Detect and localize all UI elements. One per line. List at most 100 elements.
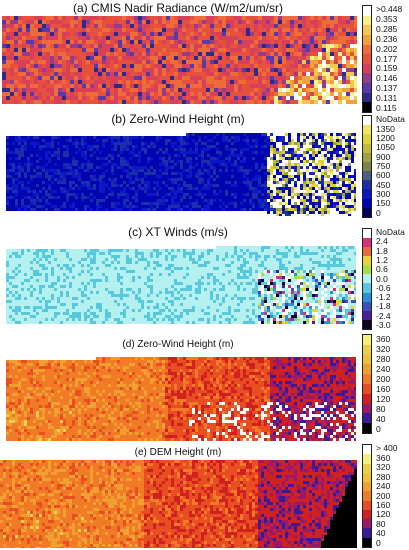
colorbar-segment [363, 265, 371, 275]
colorbar-segment [363, 238, 371, 248]
colorbar-label: 80 [376, 403, 386, 414]
colorbar-segment [363, 423, 371, 433]
colorbar-label: 200 [376, 490, 391, 501]
colorbar-segment [363, 171, 371, 181]
colorbar-label: 40 [376, 413, 386, 424]
colorbar-label: 320 [376, 462, 391, 473]
panel-e: (e) DEM Height (m) > 400 360 320 280 240 200 1… [0, 440, 409, 550]
colorbar [362, 334, 372, 434]
panel-title: (a) CMIS Nadir Radiance (W/m2/um/sr) [72, 1, 284, 15]
colorbar-label: 0.131 [376, 92, 398, 103]
colorbar-segment [363, 445, 371, 455]
colorbar-label: 0.146 [376, 73, 398, 84]
colorbar-segment [363, 207, 371, 217]
colorbar-segment [363, 73, 371, 83]
colorbar-label: > 400 [376, 443, 398, 454]
panel-title: (d) Zero-Wind Height (m) [122, 339, 234, 350]
colorbar-label: 280 [376, 471, 391, 482]
colorbar-label: 320 [376, 343, 391, 354]
colorbar-segment [363, 229, 371, 239]
colorbar-segment [363, 15, 371, 26]
colorbar-label: 360 [376, 452, 391, 463]
colorbar-label: 750 [376, 161, 391, 171]
colorbar-label: 0 [376, 207, 381, 218]
colorbar-segment [363, 6, 371, 16]
panel-title: (b) Zero-Wind Height (m) [111, 112, 245, 126]
colorbar-label: NoData [376, 227, 405, 238]
colorbar-label: >0.448 [376, 4, 403, 15]
colorbar-label: 0.202 [376, 43, 398, 54]
panel-d: (d) Zero-Wind Height (m) 360 320 280 240 200… [0, 332, 409, 442]
colorbar-label: 0.177 [376, 53, 398, 64]
colorbar-segment [363, 134, 371, 144]
colorbar-segment [363, 537, 371, 547]
colorbar-label: 280 [376, 353, 391, 364]
panel-title: (c) XT Winds (m/s) [128, 225, 228, 239]
colorbar-segment [363, 491, 371, 501]
zero-wind-height-map [6, 133, 356, 216]
colorbar-segment [363, 454, 371, 464]
colorbar-segment [363, 152, 371, 162]
colorbar-label: 0 [376, 537, 381, 548]
colorbar-label: 0.6 [376, 264, 388, 275]
colorbar-labels: > 400 360 320 280 240 200 160 120 80 40 0 [376, 444, 409, 548]
colorbar-label: NoData [376, 114, 405, 125]
colorbar-label: 1350 [376, 123, 395, 134]
colorbar-label: -0.6 [376, 282, 391, 293]
colorbar-label: 0.0 [376, 273, 388, 284]
colorbar-label: 1200 [376, 132, 395, 143]
colorbar-segment [363, 189, 371, 199]
colorbar-label: 0.285 [376, 24, 398, 35]
colorbar-label: 2.4 [376, 236, 388, 247]
colorbar-segment [363, 301, 371, 311]
colorbar-segment [363, 34, 371, 45]
colorbar-label: 0.353 [376, 14, 398, 25]
colorbar-segment [363, 500, 371, 510]
colorbar-segment [363, 161, 371, 172]
colorbar-segment [363, 92, 371, 103]
colorbar-segment [363, 383, 371, 394]
colorbar-label: 120 [376, 509, 391, 520]
colorbar-label: 0.137 [376, 82, 398, 93]
colorbar-labels: NoData 1350 1200 1050 900 750 600 450 300 150 0 [376, 115, 409, 218]
colorbar-label: 1.2 [376, 254, 388, 265]
colorbar-label: 0 [376, 423, 381, 434]
colorbar-labels: >0.448 0.353 0.285 0.236 0.202 0.177 0.159 0.14… [376, 5, 409, 113]
colorbar-label: 0.159 [376, 63, 398, 74]
colorbar-segment [363, 519, 371, 529]
colorbar-segment [363, 482, 371, 492]
colorbar-segment [363, 54, 371, 64]
colorbar-segment [363, 102, 371, 112]
dem-height-map [0, 460, 357, 548]
colorbar-label: 160 [376, 383, 391, 394]
colorbar [362, 228, 372, 330]
panel-c: (c) XT Winds (m/s) NoData 2.4 1.8 1.2 0.6 0.0… [0, 225, 409, 330]
colorbar-segment [363, 413, 371, 424]
colorbar [362, 115, 372, 218]
colorbar-segment [363, 25, 371, 35]
xt-winds-map [6, 246, 356, 324]
colorbar-segment [363, 393, 371, 404]
colorbar-label: 1050 [376, 142, 395, 153]
colorbar-label: 240 [376, 481, 391, 492]
colorbar-label: -2.4 [376, 310, 391, 321]
colorbar-segment [363, 509, 371, 520]
colorbar-label: 120 [376, 393, 391, 404]
radiance-map [2, 16, 357, 104]
colorbar-segment [363, 125, 371, 135]
colorbar-labels: 360 320 280 240 200 160 120 80 40 0 [376, 334, 409, 434]
colorbar-segment [363, 335, 371, 345]
colorbar-segment [363, 344, 371, 355]
colorbar-segment [363, 292, 371, 302]
colorbar-segment [363, 319, 371, 329]
colorbar-label: 900 [376, 151, 391, 162]
colorbar-segment [363, 180, 371, 190]
colorbar-segment [363, 310, 371, 320]
colorbar-label: -1.2 [376, 292, 391, 303]
colorbar-label: 300 [376, 189, 391, 200]
colorbar-segment [363, 274, 371, 284]
colorbar-segment [363, 463, 371, 473]
colorbar-segment [363, 143, 371, 153]
colorbar-segment [363, 247, 371, 257]
colorbar-label: 600 [376, 170, 391, 181]
